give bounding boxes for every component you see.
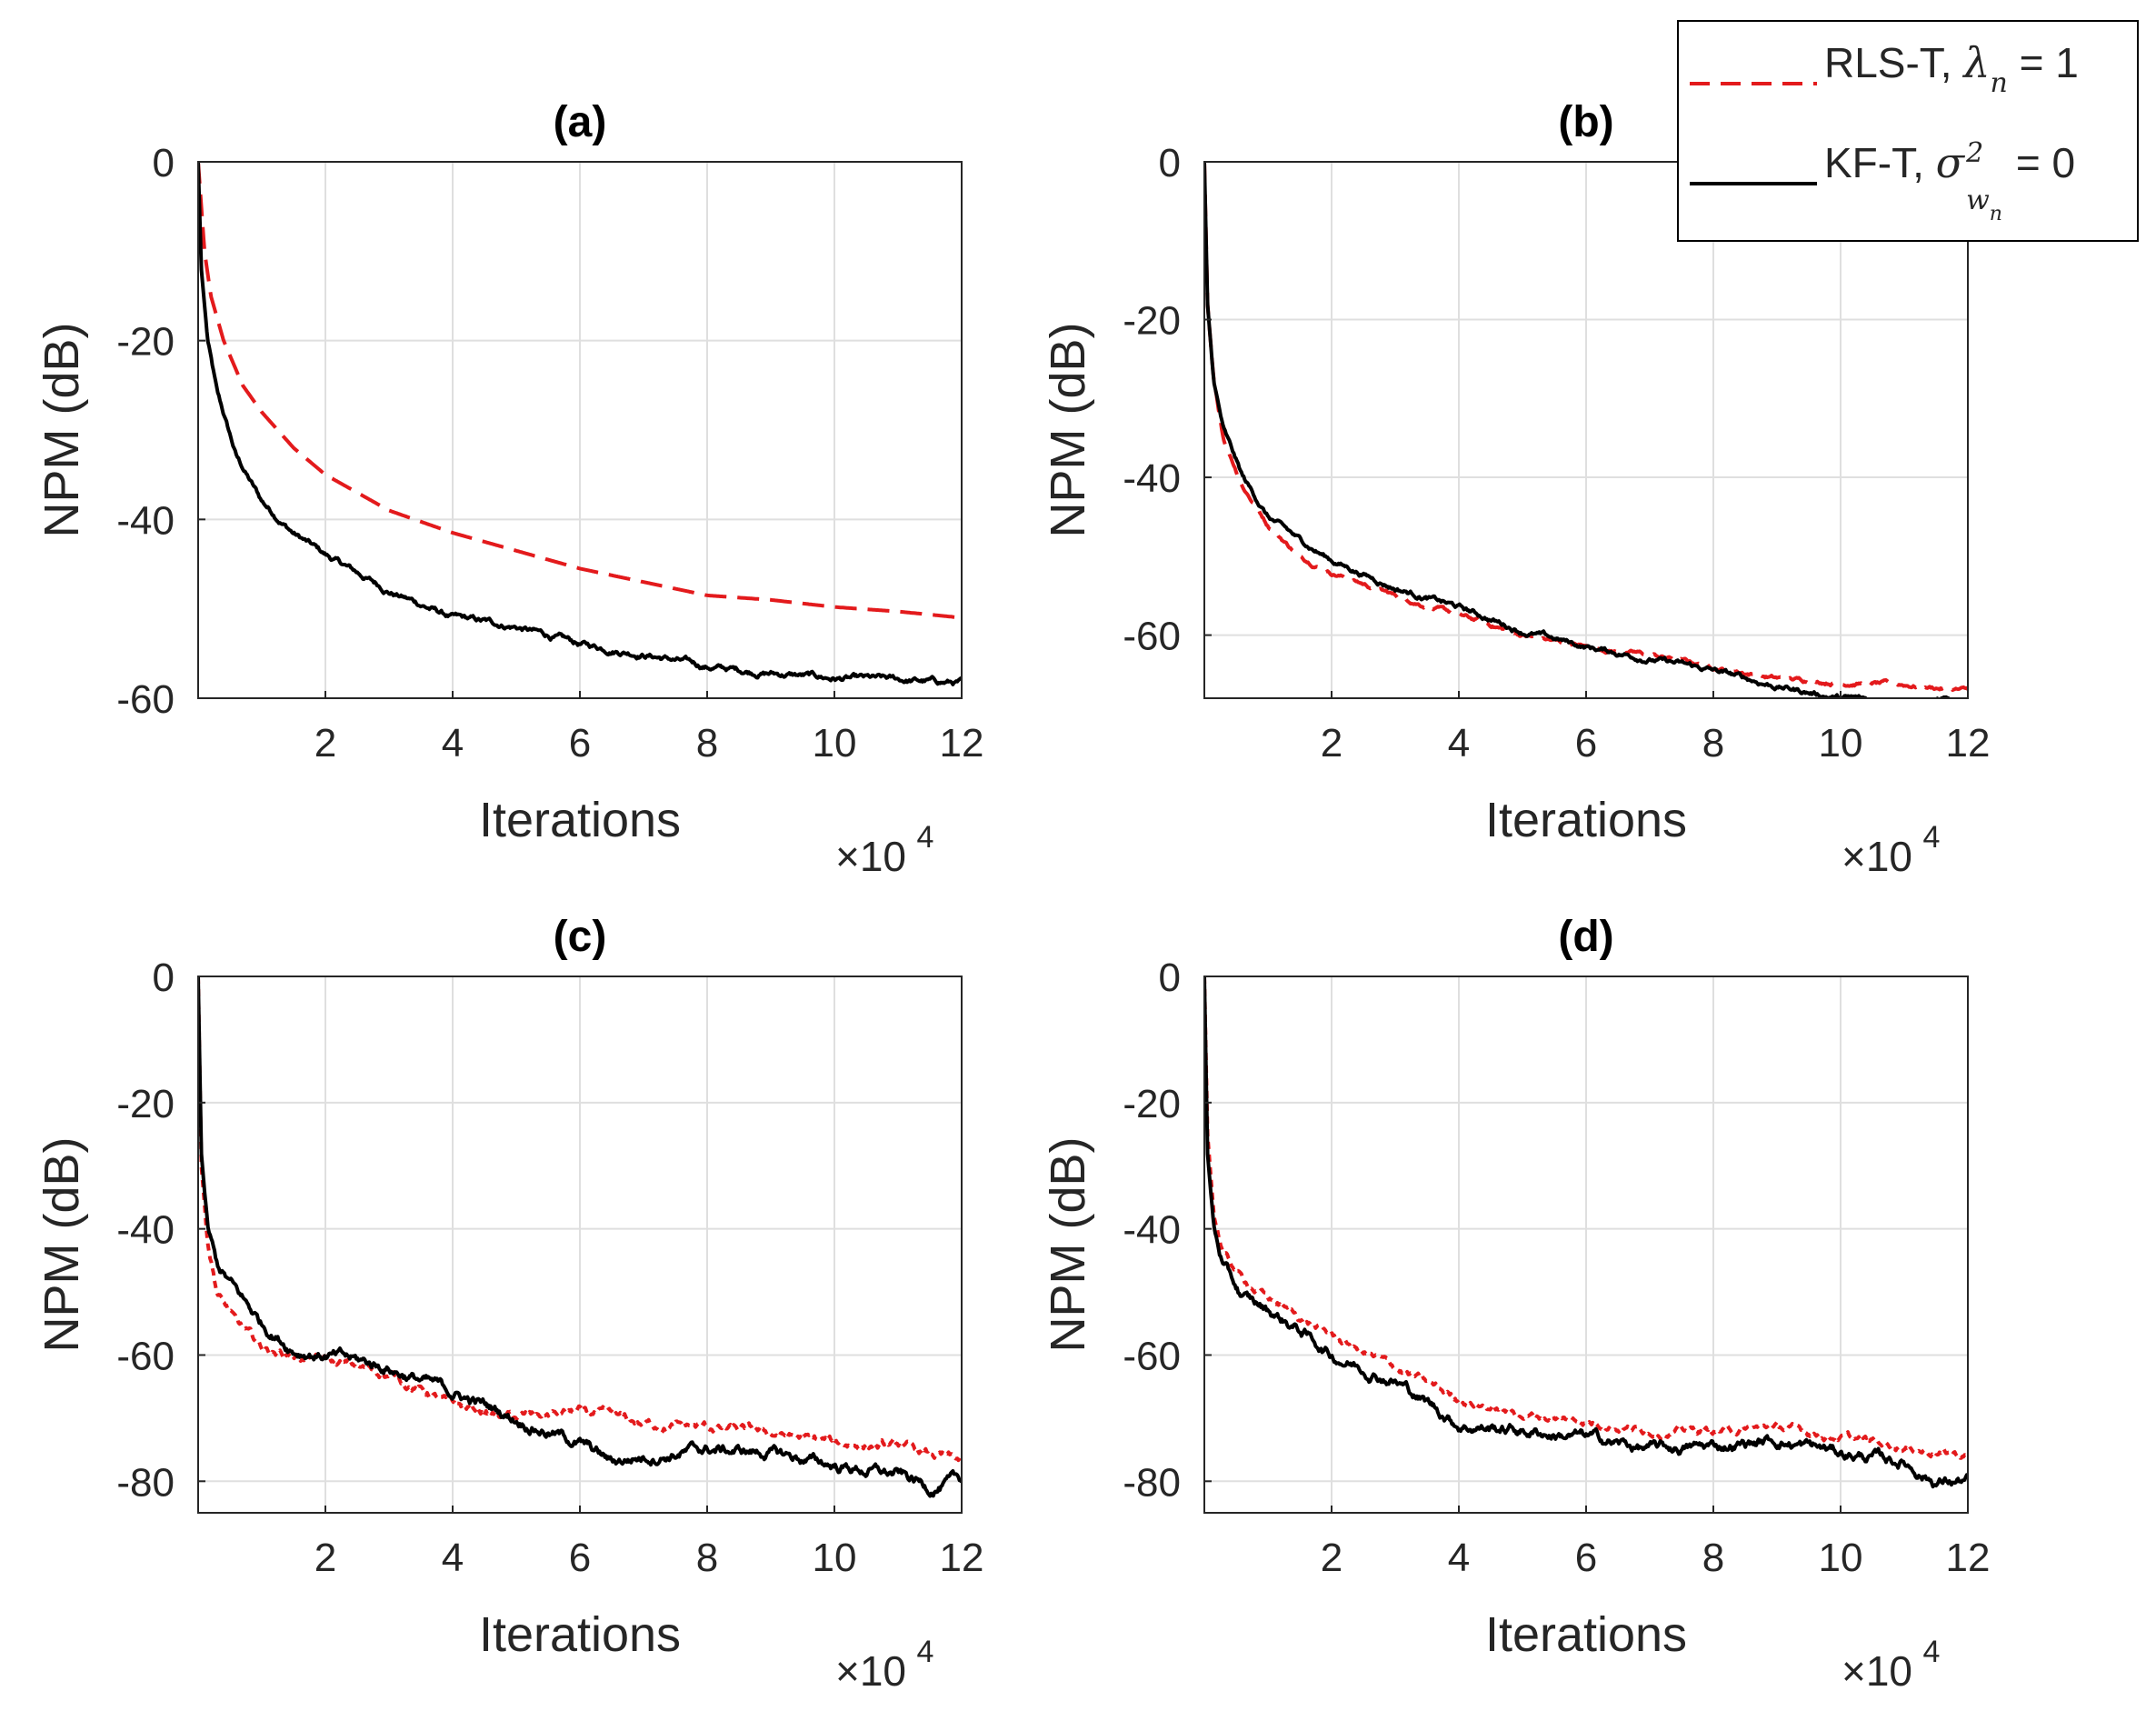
x-tick-label: 8 bbox=[1702, 1536, 1724, 1580]
x-tick-label: 10 bbox=[813, 1536, 857, 1580]
y-tick-label: 0 bbox=[1159, 956, 1181, 1000]
x-tick-label: 8 bbox=[696, 1536, 718, 1580]
x-tick-label: 6 bbox=[1575, 1536, 1597, 1580]
legend-rls-prefix: RLS-T, bbox=[1824, 39, 1964, 86]
legend-swatch-rls bbox=[1690, 82, 1817, 85]
legend-kf-subsub: n bbox=[1989, 203, 2002, 225]
legend-kf-suffix: = 0 bbox=[2004, 139, 2076, 186]
y-tick-label: -60 bbox=[116, 1334, 175, 1378]
panel-c: 2 4 6 8 10 12 0 -20 -40 -60 -80 (c) Iterations NPM (d… bbox=[35, 913, 983, 1695]
x-axis-label: Iterations bbox=[1485, 1607, 1687, 1662]
x-tick-label: 4 bbox=[1448, 721, 1470, 765]
legend-rls-suffix: = 1 bbox=[2007, 39, 2079, 86]
x-tick-label: 12 bbox=[1946, 721, 1991, 765]
y-tick-label: -60 bbox=[116, 677, 175, 722]
panel-b: 2 4 6 8 10 12 0 -20 -40 -60 (b) Iterations NPM (dB) ×… bbox=[1041, 98, 1990, 880]
y-axis-label: NPM (dB) bbox=[1041, 322, 1095, 537]
x-tick-label: 2 bbox=[1321, 1536, 1343, 1580]
x-exponent-power: 4 bbox=[1923, 820, 1941, 855]
x-tick-label: 2 bbox=[1321, 721, 1343, 765]
y-tick-label: -80 bbox=[1123, 1460, 1181, 1505]
y-tick-label: -20 bbox=[116, 320, 175, 365]
panel-title: (c) bbox=[554, 913, 607, 961]
legend-label-rls: RLS-T, λn = 1 bbox=[1824, 38, 2079, 99]
x-tick-label: 12 bbox=[1946, 1536, 1991, 1580]
x-tick-label: 10 bbox=[1819, 721, 1863, 765]
legend-kf-prefix: KF-T, bbox=[1824, 139, 1936, 186]
series-line-kf bbox=[1204, 976, 1968, 1489]
series-line-kf bbox=[1204, 162, 1951, 698]
y-tick-label: -60 bbox=[1123, 615, 1181, 659]
legend-swatch-kf bbox=[1690, 182, 1817, 185]
y-tick-label: 0 bbox=[153, 956, 175, 1000]
x-tick-label: 6 bbox=[1575, 721, 1597, 765]
x-exponent-label: ×10 bbox=[835, 833, 906, 880]
x-tick-label: 4 bbox=[442, 721, 464, 765]
x-axis-label: Iterations bbox=[479, 1607, 681, 1662]
y-tick-label: 0 bbox=[1159, 141, 1181, 185]
y-tick-label: -40 bbox=[116, 1208, 175, 1253]
x-tick-label: 2 bbox=[314, 721, 336, 765]
x-exponent-power: 4 bbox=[1923, 1635, 1941, 1669]
series-line-rls bbox=[198, 162, 962, 620]
x-exponent-label: ×10 bbox=[835, 1647, 906, 1695]
x-tick-label: 4 bbox=[1448, 1536, 1470, 1580]
x-exponent-power: 4 bbox=[917, 820, 934, 855]
y-tick-label: -20 bbox=[116, 1082, 175, 1126]
x-axis-label: Iterations bbox=[1485, 793, 1687, 847]
y-axis-label: NPM (dB) bbox=[35, 322, 89, 537]
x-tick-label: 2 bbox=[314, 1536, 336, 1580]
x-tick-label: 10 bbox=[813, 721, 857, 765]
panel-title: (b) bbox=[1558, 98, 1613, 146]
panel-title: (a) bbox=[554, 98, 607, 146]
y-tick-label: -20 bbox=[1123, 299, 1181, 344]
x-tick-label: 4 bbox=[442, 1536, 464, 1580]
y-tick-label: -40 bbox=[116, 498, 175, 543]
y-tick-label: -40 bbox=[1123, 456, 1181, 501]
series-line-kf bbox=[198, 162, 962, 686]
legend-entry-rls: RLS-T, λn = 1 bbox=[1679, 38, 2137, 129]
legend: RLS-T, λn = 1 KF-T, σ 2 wn = 0 bbox=[1677, 20, 2139, 242]
panel-a: 2 4 6 8 10 12 0 -20 -40 -60 (a) Iterations NPM (dB) ×… bbox=[35, 98, 983, 880]
legend-kf-sup: 2 bbox=[1966, 137, 1984, 169]
x-tick-label: 8 bbox=[1702, 721, 1724, 765]
y-tick-label: -40 bbox=[1123, 1208, 1181, 1253]
x-tick-label: 6 bbox=[569, 1536, 591, 1580]
series-line-rls bbox=[1204, 976, 1968, 1460]
y-tick-label: -80 bbox=[116, 1460, 175, 1505]
panel-d: 2 4 6 8 10 12 0 -20 -40 -60 -80 (d) Iterations NPM (d… bbox=[1041, 913, 1990, 1695]
x-tick-label: 6 bbox=[569, 721, 591, 765]
y-axis-label: NPM (dB) bbox=[1041, 1136, 1095, 1352]
legend-rls-sub: n bbox=[1990, 67, 2008, 99]
legend-kf-sub: w bbox=[1966, 185, 1990, 216]
series-line-kf bbox=[198, 976, 962, 1498]
legend-entry-kf: KF-T, σ 2 wn = 0 bbox=[1679, 137, 2137, 229]
x-exponent-label: ×10 bbox=[1842, 1647, 1912, 1695]
legend-label-kf: KF-T, σ 2 wn = 0 bbox=[1824, 137, 2076, 225]
x-tick-label: 10 bbox=[1819, 1536, 1863, 1580]
x-axis-label: Iterations bbox=[479, 793, 681, 847]
x-exponent-label: ×10 bbox=[1842, 833, 1912, 880]
x-tick-label: 12 bbox=[940, 721, 984, 765]
legend-rls-symbol: λ bbox=[1963, 38, 1991, 87]
y-tick-label: -20 bbox=[1123, 1082, 1181, 1126]
y-tick-label: 0 bbox=[153, 141, 175, 185]
panel-title: (d) bbox=[1558, 913, 1613, 961]
x-tick-label: 8 bbox=[696, 721, 718, 765]
legend-kf-symbol: σ bbox=[1935, 138, 1965, 187]
x-exponent-power: 4 bbox=[917, 1635, 934, 1669]
y-axis-label: NPM (dB) bbox=[35, 1136, 89, 1352]
y-tick-label: -60 bbox=[1123, 1334, 1181, 1378]
x-tick-label: 12 bbox=[940, 1536, 984, 1580]
